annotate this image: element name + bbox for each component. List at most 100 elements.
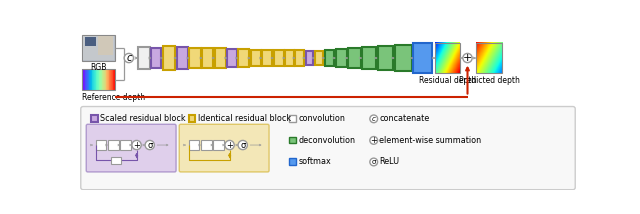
- Bar: [92, 69, 93, 90]
- Text: σ: σ: [147, 141, 152, 150]
- Bar: [285, 50, 294, 66]
- Bar: [98, 69, 99, 90]
- Text: +: +: [133, 141, 140, 150]
- Circle shape: [370, 137, 378, 144]
- Bar: [189, 115, 195, 122]
- Bar: [97, 69, 98, 90]
- FancyBboxPatch shape: [86, 124, 176, 172]
- Bar: [201, 140, 212, 150]
- Bar: [476, 43, 502, 73]
- Text: +: +: [371, 136, 377, 145]
- Text: element-wise summation: element-wise summation: [379, 136, 481, 145]
- Bar: [238, 49, 249, 67]
- Text: +: +: [226, 141, 233, 150]
- Circle shape: [124, 54, 134, 63]
- Bar: [215, 48, 226, 68]
- Bar: [100, 69, 101, 90]
- Bar: [189, 48, 201, 68]
- Bar: [95, 140, 106, 150]
- Bar: [274, 50, 284, 67]
- Text: σ: σ: [240, 141, 245, 150]
- Bar: [112, 69, 113, 90]
- Bar: [413, 43, 432, 73]
- Text: c: c: [126, 53, 131, 63]
- Bar: [83, 69, 115, 90]
- Circle shape: [225, 140, 234, 150]
- Text: ReLU: ReLU: [379, 158, 399, 166]
- Bar: [105, 69, 106, 90]
- Bar: [289, 137, 296, 144]
- FancyBboxPatch shape: [81, 107, 575, 190]
- Bar: [90, 69, 91, 90]
- Bar: [103, 69, 104, 90]
- Bar: [177, 47, 188, 69]
- Bar: [315, 51, 323, 65]
- Circle shape: [238, 140, 248, 150]
- Bar: [85, 69, 86, 90]
- Bar: [108, 140, 119, 150]
- Bar: [87, 69, 88, 90]
- Text: +: +: [463, 53, 472, 63]
- Bar: [395, 45, 412, 71]
- Text: RGB: RGB: [90, 63, 107, 72]
- Bar: [93, 69, 94, 90]
- Bar: [189, 140, 199, 150]
- Bar: [94, 69, 95, 90]
- Bar: [378, 46, 393, 70]
- Bar: [296, 50, 304, 66]
- Bar: [348, 48, 360, 68]
- Bar: [109, 69, 110, 90]
- Text: concatenate: concatenate: [379, 114, 429, 123]
- Text: softmax: softmax: [298, 158, 332, 166]
- Bar: [111, 157, 121, 163]
- Bar: [108, 69, 109, 90]
- Bar: [336, 49, 347, 67]
- Bar: [98, 36, 113, 55]
- Text: Identical residual block: Identical residual block: [198, 114, 291, 123]
- Bar: [107, 69, 108, 90]
- Text: σ: σ: [372, 159, 376, 165]
- FancyBboxPatch shape: [179, 124, 269, 172]
- Bar: [86, 69, 87, 90]
- Circle shape: [463, 54, 472, 63]
- Bar: [110, 69, 111, 90]
- Bar: [163, 46, 175, 70]
- Text: Scaled residual block: Scaled residual block: [100, 114, 186, 123]
- Bar: [289, 115, 296, 122]
- Bar: [85, 37, 96, 46]
- Text: Residual depth: Residual depth: [419, 76, 476, 85]
- Bar: [101, 69, 102, 90]
- Circle shape: [370, 115, 378, 123]
- Bar: [96, 69, 97, 90]
- Bar: [83, 69, 84, 90]
- Bar: [91, 115, 98, 122]
- Bar: [362, 47, 376, 69]
- Bar: [325, 50, 334, 66]
- Circle shape: [370, 158, 378, 166]
- Bar: [84, 69, 85, 90]
- Bar: [102, 69, 103, 90]
- Bar: [262, 50, 272, 67]
- Text: Predicted depth: Predicted depth: [459, 76, 520, 85]
- Bar: [435, 43, 460, 73]
- Bar: [83, 36, 114, 60]
- Bar: [88, 69, 90, 90]
- Bar: [104, 69, 105, 90]
- Bar: [113, 69, 114, 90]
- Bar: [305, 51, 313, 65]
- Bar: [106, 69, 107, 90]
- Bar: [91, 69, 92, 90]
- Bar: [250, 50, 260, 67]
- Bar: [202, 48, 213, 68]
- Bar: [213, 140, 224, 150]
- Text: deconvolution: deconvolution: [298, 136, 356, 145]
- Text: c: c: [372, 116, 376, 122]
- Bar: [99, 69, 100, 90]
- Bar: [114, 69, 115, 90]
- Bar: [95, 69, 96, 90]
- Text: Reference depth: Reference depth: [83, 93, 145, 102]
- Bar: [289, 158, 296, 165]
- Bar: [138, 47, 150, 69]
- Circle shape: [132, 140, 141, 150]
- Bar: [227, 49, 237, 67]
